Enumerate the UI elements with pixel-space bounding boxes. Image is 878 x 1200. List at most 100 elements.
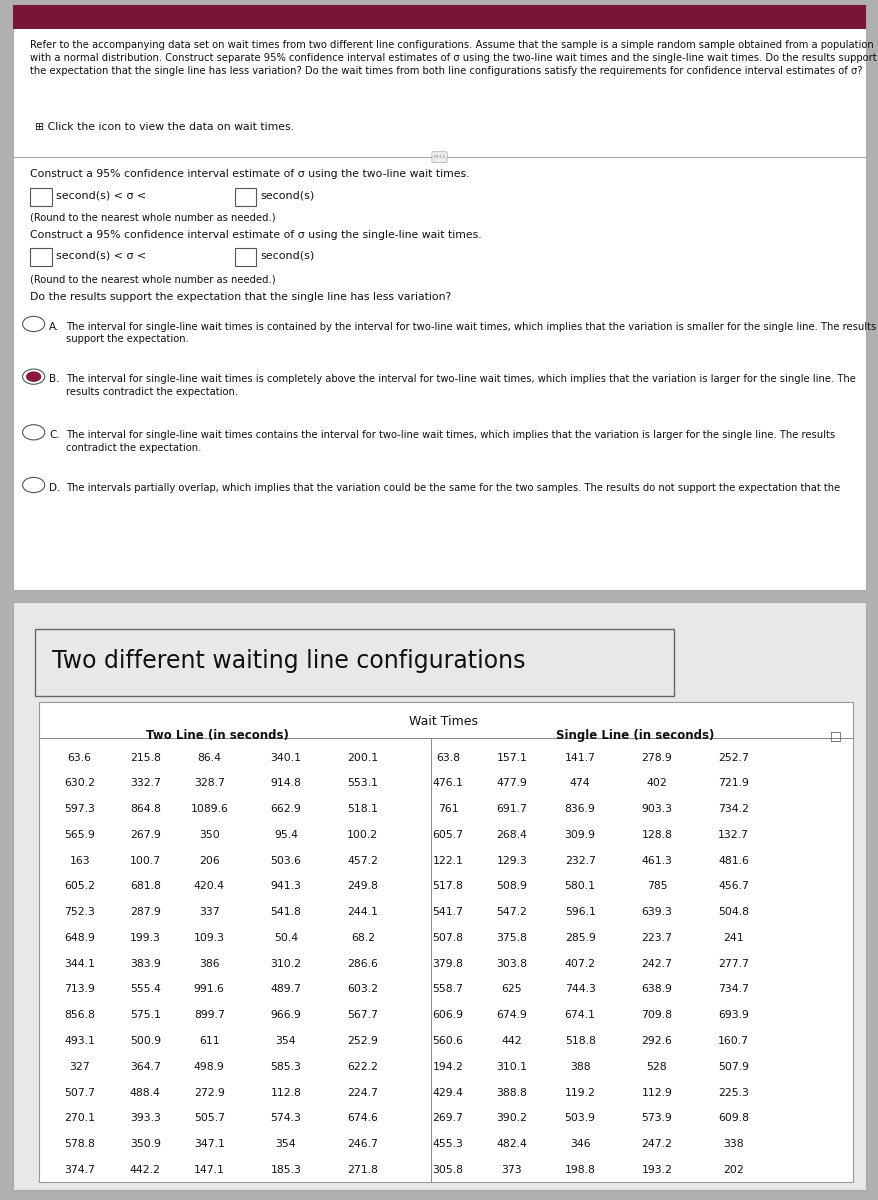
Text: 785: 785 xyxy=(646,882,666,892)
Text: 350.9: 350.9 xyxy=(130,1139,161,1150)
Text: Wait Times: Wait Times xyxy=(409,715,478,728)
Text: 596.1: 596.1 xyxy=(564,907,595,917)
Text: 567.7: 567.7 xyxy=(347,1010,378,1020)
Text: 442: 442 xyxy=(501,1036,522,1046)
Text: 941.3: 941.3 xyxy=(270,882,301,892)
Text: 194.2: 194.2 xyxy=(432,1062,463,1072)
FancyBboxPatch shape xyxy=(34,629,673,696)
Text: 547.2: 547.2 xyxy=(496,907,527,917)
Text: 402: 402 xyxy=(646,779,666,788)
Text: second(s) < σ <: second(s) < σ < xyxy=(56,251,146,260)
Text: 271.8: 271.8 xyxy=(347,1165,378,1175)
Text: 141.7: 141.7 xyxy=(564,752,595,762)
Text: 481.6: 481.6 xyxy=(717,856,748,865)
Text: 132.7: 132.7 xyxy=(717,830,748,840)
Text: Refer to the accompanying data set on wait times from two different line configu: Refer to the accompanying data set on wa… xyxy=(30,40,876,77)
Text: 507.7: 507.7 xyxy=(64,1087,95,1098)
Text: 350: 350 xyxy=(198,830,220,840)
Text: 375.8: 375.8 xyxy=(496,932,527,943)
Text: 215.8: 215.8 xyxy=(130,752,161,762)
Text: 508.9: 508.9 xyxy=(496,882,527,892)
Text: 287.9: 287.9 xyxy=(130,907,161,917)
Text: 388.8: 388.8 xyxy=(496,1087,527,1098)
Text: 147.1: 147.1 xyxy=(194,1165,225,1175)
Text: 232.7: 232.7 xyxy=(564,856,595,865)
Text: 606.9: 606.9 xyxy=(432,1010,463,1020)
FancyBboxPatch shape xyxy=(13,5,865,29)
Text: 242.7: 242.7 xyxy=(641,959,672,968)
Text: 674.6: 674.6 xyxy=(347,1114,378,1123)
Text: 482.4: 482.4 xyxy=(496,1139,527,1150)
Text: 503.6: 503.6 xyxy=(270,856,301,865)
Text: 573.9: 573.9 xyxy=(641,1114,672,1123)
Text: 966.9: 966.9 xyxy=(270,1010,301,1020)
Text: 252.7: 252.7 xyxy=(717,752,748,762)
Text: 681.8: 681.8 xyxy=(130,882,161,892)
Text: 364.7: 364.7 xyxy=(130,1062,161,1072)
Text: 528: 528 xyxy=(646,1062,666,1072)
Text: 285.9: 285.9 xyxy=(564,932,595,943)
Text: 393.3: 393.3 xyxy=(130,1114,161,1123)
Text: 457.2: 457.2 xyxy=(347,856,378,865)
Circle shape xyxy=(26,371,41,382)
Text: 247.2: 247.2 xyxy=(641,1139,672,1150)
Text: 585.3: 585.3 xyxy=(270,1062,301,1072)
Text: 505.7: 505.7 xyxy=(193,1114,225,1123)
Text: 630.2: 630.2 xyxy=(64,779,95,788)
FancyBboxPatch shape xyxy=(234,248,255,266)
Text: The intervals partially overlap, which implies that the variation could be the s: The intervals partially overlap, which i… xyxy=(66,482,839,493)
Text: 914.8: 914.8 xyxy=(270,779,301,788)
Text: 693.9: 693.9 xyxy=(717,1010,748,1020)
Text: 379.8: 379.8 xyxy=(432,959,463,968)
Text: 609.8: 609.8 xyxy=(717,1114,748,1123)
Text: 603.2: 603.2 xyxy=(347,984,378,995)
Text: 461.3: 461.3 xyxy=(641,856,672,865)
Text: 346: 346 xyxy=(569,1139,590,1150)
Text: 224.7: 224.7 xyxy=(347,1087,378,1098)
Text: 309.9: 309.9 xyxy=(564,830,595,840)
Text: C.: C. xyxy=(49,430,60,440)
Text: 388: 388 xyxy=(569,1062,590,1072)
Text: 63.8: 63.8 xyxy=(435,752,459,762)
Text: D.: D. xyxy=(49,482,61,493)
Text: 202: 202 xyxy=(723,1165,743,1175)
Text: (Round to the nearest whole number as needed.): (Round to the nearest whole number as ne… xyxy=(30,212,276,223)
Text: 420.4: 420.4 xyxy=(193,882,225,892)
Text: 456.7: 456.7 xyxy=(717,882,748,892)
Text: 476.1: 476.1 xyxy=(432,779,463,788)
Text: 903.3: 903.3 xyxy=(641,804,672,814)
Text: 648.9: 648.9 xyxy=(64,932,95,943)
Circle shape xyxy=(23,425,45,440)
Text: 489.7: 489.7 xyxy=(270,984,301,995)
Text: 354: 354 xyxy=(276,1036,296,1046)
Text: 327: 327 xyxy=(69,1062,90,1072)
Text: 721.9: 721.9 xyxy=(717,779,748,788)
Text: second(s): second(s) xyxy=(260,251,314,260)
Text: 129.3: 129.3 xyxy=(496,856,527,865)
Text: 709.8: 709.8 xyxy=(641,1010,672,1020)
Text: 503.9: 503.9 xyxy=(564,1114,595,1123)
Text: 252.9: 252.9 xyxy=(347,1036,378,1046)
Text: 337: 337 xyxy=(198,907,220,917)
Text: 555.4: 555.4 xyxy=(130,984,161,995)
Text: 200.1: 200.1 xyxy=(347,752,378,762)
Text: 340.1: 340.1 xyxy=(270,752,301,762)
Text: 639.3: 639.3 xyxy=(641,907,672,917)
Text: 347.1: 347.1 xyxy=(194,1139,225,1150)
Text: 100.2: 100.2 xyxy=(347,830,378,840)
Text: 622.2: 622.2 xyxy=(347,1062,378,1072)
Text: 332.7: 332.7 xyxy=(130,779,161,788)
Text: 553.1: 553.1 xyxy=(347,779,378,788)
Text: 119.2: 119.2 xyxy=(564,1087,595,1098)
Text: The interval for single-line wait times is contained by the interval for two-lin: The interval for single-line wait times … xyxy=(66,322,875,344)
Text: 560.6: 560.6 xyxy=(432,1036,463,1046)
Text: 386: 386 xyxy=(198,959,220,968)
Text: 507.9: 507.9 xyxy=(717,1062,748,1072)
Text: 50.4: 50.4 xyxy=(274,932,298,943)
Text: 442.2: 442.2 xyxy=(130,1165,161,1175)
Text: The interval for single-line wait times contains the interval for two-line wait : The interval for single-line wait times … xyxy=(66,430,834,452)
Text: second(s): second(s) xyxy=(260,190,314,200)
FancyBboxPatch shape xyxy=(13,602,865,1190)
Text: 206: 206 xyxy=(198,856,220,865)
Text: 605.7: 605.7 xyxy=(432,830,463,840)
